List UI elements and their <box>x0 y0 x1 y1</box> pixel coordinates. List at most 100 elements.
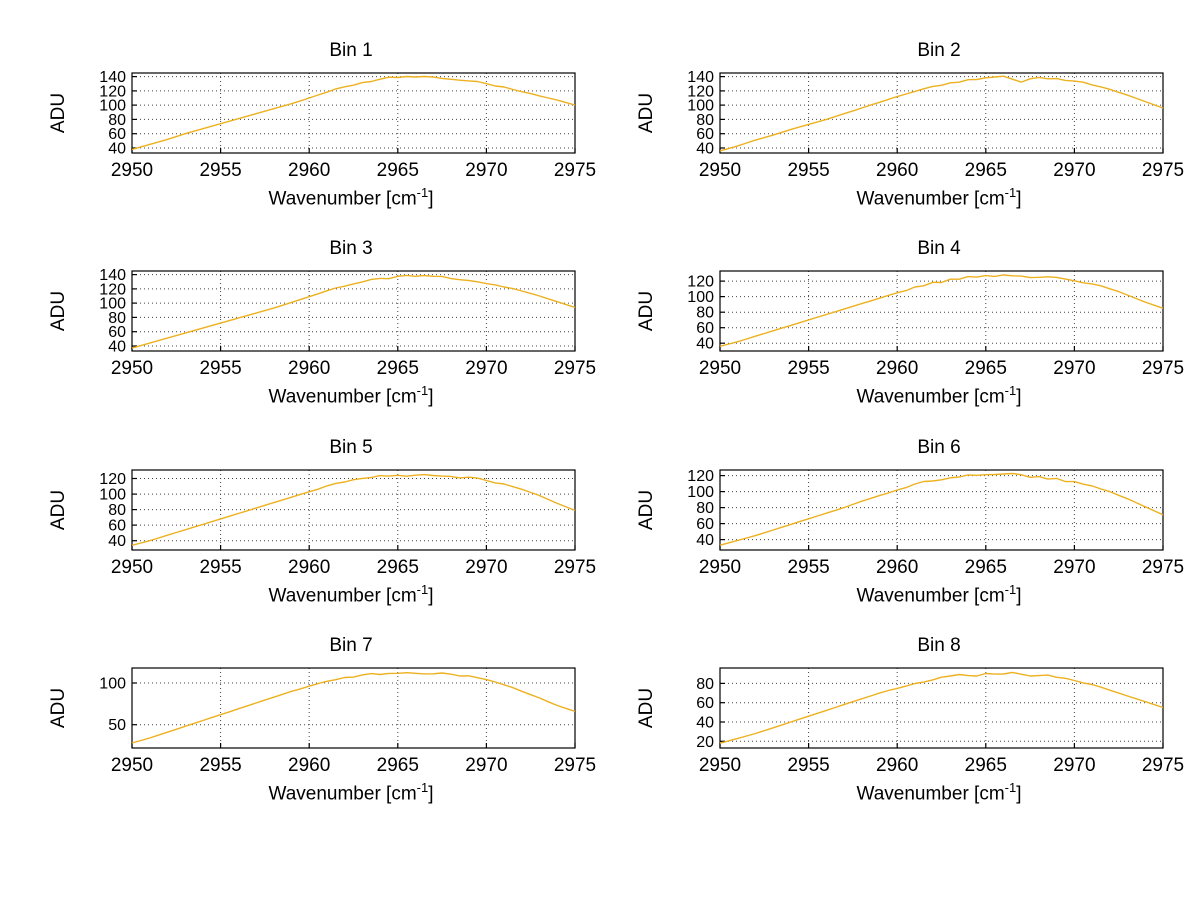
svg-text:120: 120 <box>99 282 126 299</box>
figure-grid: Bin 1 ADU 2950 2955 2960 2965 2970 2975 40 60 80… <box>48 40 1198 805</box>
svg-text:2970: 2970 <box>1053 755 1095 776</box>
x-axis-label-superscript: -1 <box>416 581 429 597</box>
y-axis-label: ADU <box>48 92 69 134</box>
svg-text:120: 120 <box>687 83 714 100</box>
svg-text:120: 120 <box>687 468 714 485</box>
svg-text:2975: 2975 <box>554 358 596 379</box>
svg-text:2970: 2970 <box>465 358 507 379</box>
svg-text:40: 40 <box>696 336 714 353</box>
x-axis-label-superscript: -1 <box>416 383 429 399</box>
svg-text:2975: 2975 <box>1142 755 1184 776</box>
svg-text:100: 100 <box>99 98 126 115</box>
y-axis-label: ADU <box>48 687 69 729</box>
x-axis-label: Wavenumber [cm-1] <box>636 582 1198 607</box>
x-axis-label-text: Wavenumber [cm <box>856 783 1005 805</box>
svg-text:2960: 2960 <box>876 557 918 578</box>
svg-text:2960: 2960 <box>876 358 918 379</box>
x-axis-label: Wavenumber [cm-1] <box>48 383 610 408</box>
x-axis-label-superscript: -1 <box>416 185 429 200</box>
svg-text:100: 100 <box>687 484 714 501</box>
svg-text:2970: 2970 <box>1053 160 1095 181</box>
chart-title: Bin 8 <box>917 634 961 656</box>
svg-text:60: 60 <box>108 126 126 143</box>
plot-region: ADU 2950 2955 2960 2965 2970 2975 40 60 80 100 120 <box>48 462 610 580</box>
svg-text:20: 20 <box>696 734 714 751</box>
svg-text:2955: 2955 <box>199 160 241 181</box>
chart-title: Bin 2 <box>917 40 961 61</box>
svg-text:80: 80 <box>108 112 126 129</box>
y-axis-label: ADU <box>636 291 657 332</box>
chart-bin-6: Bin 6 ADU 2950 2955 2960 2965 2970 2975 40 60 80… <box>636 437 1198 607</box>
svg-text:2955: 2955 <box>787 160 829 181</box>
chart-bin-4: Bin 4 ADU 2950 2955 2960 2965 2970 2975 40 60 80… <box>636 238 1198 408</box>
svg-text:2970: 2970 <box>1053 557 1095 578</box>
svg-text:2950: 2950 <box>111 160 153 181</box>
svg-text:80: 80 <box>696 676 714 693</box>
svg-text:40: 40 <box>696 141 714 158</box>
svg-text:120: 120 <box>687 274 714 291</box>
svg-text:140: 140 <box>99 267 126 284</box>
x-axis-label-text: Wavenumber [cm <box>268 783 417 805</box>
svg-text:100: 100 <box>99 296 126 313</box>
x-axis-label-close: ] <box>1016 783 1022 805</box>
svg-text:2970: 2970 <box>465 160 507 181</box>
svg-text:40: 40 <box>108 141 126 158</box>
svg-text:100: 100 <box>99 486 126 503</box>
plot-area-bin-8: 2950 2955 2960 2965 2970 2975 20 40 60 80 <box>696 667 1184 776</box>
svg-text:2965: 2965 <box>965 160 1007 181</box>
svg-text:80: 80 <box>696 500 714 517</box>
svg-text:140: 140 <box>687 69 714 86</box>
svg-text:60: 60 <box>696 695 714 712</box>
chart-bin-5: Bin 5 ADU 2950 2955 2960 2965 2970 2975 40 60 80… <box>48 437 610 607</box>
y-axis-label: ADU <box>48 291 69 332</box>
svg-text:120: 120 <box>99 471 126 488</box>
x-axis-label-text: Wavenumber [cm <box>268 584 417 606</box>
x-axis-label-close: ] <box>428 188 434 210</box>
x-axis-label-close: ] <box>1016 188 1022 210</box>
chart-bin-3: Bin 3 ADU 2950 2955 2960 2965 2970 2975 40 60 80… <box>48 238 610 408</box>
svg-text:2975: 2975 <box>554 160 596 181</box>
chart-bin-7: Bin 7 ADU 2950 2955 2960 2965 2970 2975 50 100 … <box>48 635 610 805</box>
svg-text:2960: 2960 <box>288 358 330 379</box>
svg-text:2960: 2960 <box>288 160 330 181</box>
y-axis-label: ADU <box>636 687 657 729</box>
svg-text:2950: 2950 <box>699 358 741 379</box>
plot-region: ADU 2950 2955 2960 2965 2970 2975 20 40 60 80 <box>636 660 1198 778</box>
y-axis-label: ADU <box>636 489 657 530</box>
svg-text:60: 60 <box>696 516 714 533</box>
svg-text:2950: 2950 <box>111 358 153 379</box>
svg-text:100: 100 <box>99 675 126 692</box>
x-axis-label-superscript: -1 <box>416 779 429 795</box>
svg-text:2965: 2965 <box>965 358 1007 379</box>
svg-text:2960: 2960 <box>288 755 330 776</box>
svg-text:2965: 2965 <box>377 160 419 181</box>
svg-text:2970: 2970 <box>465 755 507 776</box>
svg-text:2965: 2965 <box>377 557 419 578</box>
x-axis-label-text: Wavenumber [cm <box>856 584 1005 606</box>
svg-text:2950: 2950 <box>111 557 153 578</box>
svg-text:2960: 2960 <box>288 557 330 578</box>
plot-region: ADU 2950 2955 2960 2965 2970 2975 40 60 80 100 120… <box>48 263 610 381</box>
svg-text:2950: 2950 <box>699 557 741 578</box>
svg-text:80: 80 <box>108 502 126 519</box>
plot-region: ADU 2950 2955 2960 2965 2970 2975 40 60 80 100 120… <box>636 65 1198 183</box>
x-axis-label-close: ] <box>428 783 434 805</box>
plot-region: ADU 2950 2955 2960 2965 2970 2975 40 60 80 100 120 <box>636 462 1198 580</box>
plot-area-bin-7: 2950 2955 2960 2965 2970 2975 50 100 <box>99 667 596 776</box>
svg-text:2955: 2955 <box>199 755 241 776</box>
svg-text:40: 40 <box>108 533 126 550</box>
x-axis-label-text: Wavenumber [cm <box>268 386 417 408</box>
chart-title: Bin 7 <box>329 634 373 656</box>
chart-title: Bin 3 <box>329 238 373 260</box>
x-axis-label-close: ] <box>1016 584 1022 606</box>
svg-text:2955: 2955 <box>787 557 829 578</box>
svg-text:2950: 2950 <box>699 755 741 776</box>
y-axis-label: ADU <box>636 92 657 134</box>
svg-text:50: 50 <box>108 717 126 734</box>
x-axis-label-text: Wavenumber [cm <box>268 188 417 210</box>
svg-text:100: 100 <box>687 289 714 306</box>
chart-bin-1: Bin 1 ADU 2950 2955 2960 2965 2970 2975 40 60 80… <box>48 40 610 210</box>
